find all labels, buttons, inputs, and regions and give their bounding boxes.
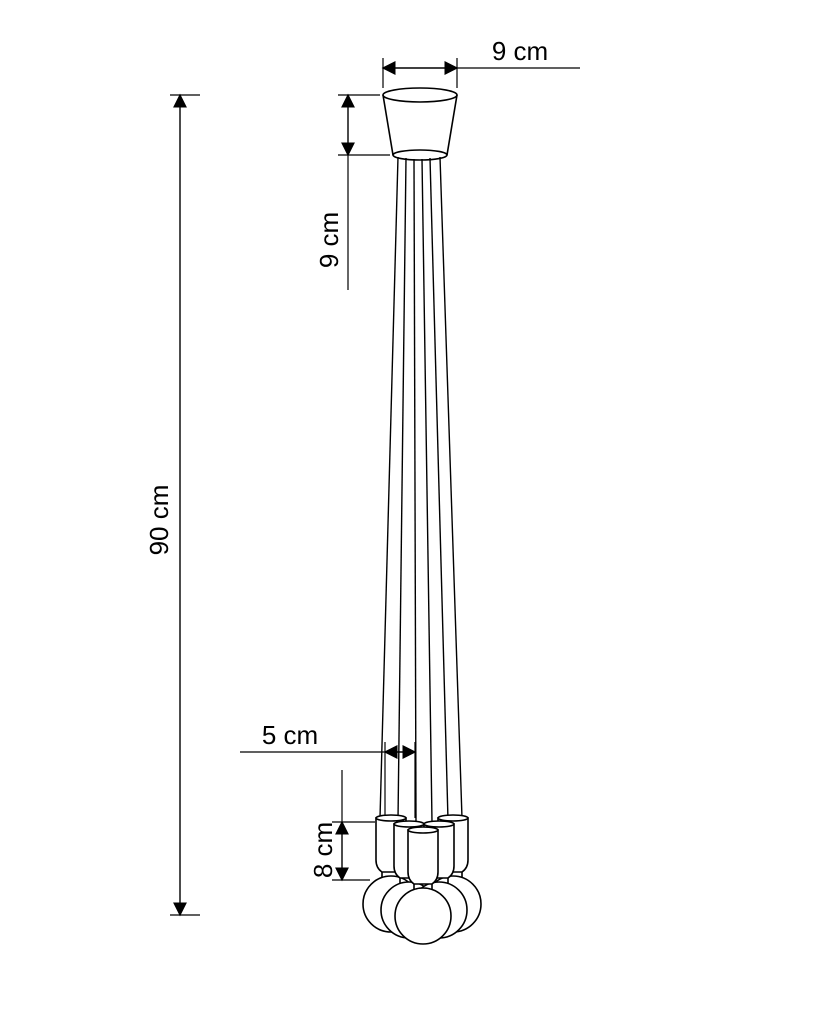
- socket-cluster: [363, 815, 481, 944]
- canopy: [383, 88, 457, 160]
- dim-socket-height: 8 cm: [308, 770, 375, 880]
- dim-label: 9 cm: [492, 36, 548, 66]
- dim-label: 5 cm: [262, 720, 318, 750]
- dim-total-height: 90 cm: [144, 95, 200, 915]
- dim-label: 90 cm: [144, 485, 174, 556]
- cables: [380, 157, 462, 822]
- dim-socket-width: 5 cm: [240, 720, 415, 818]
- dim-label: 9 cm: [314, 212, 344, 268]
- dim-canopy-width: 9 cm: [383, 36, 580, 88]
- dim-label: 8 cm: [308, 822, 338, 878]
- dim-canopy-height: 9 cm: [314, 95, 390, 290]
